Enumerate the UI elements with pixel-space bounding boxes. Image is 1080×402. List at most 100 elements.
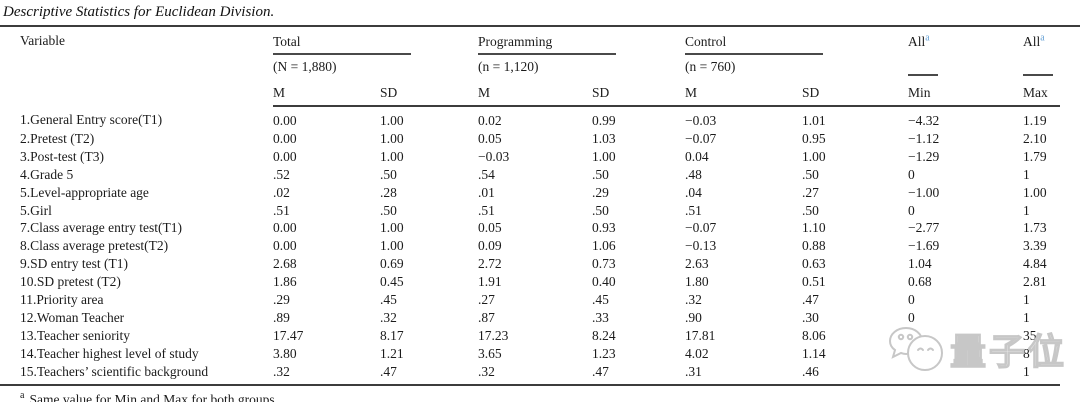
variable-cell: 13.Teacher seniority: [20, 327, 131, 343]
value-cell: .32: [273, 363, 290, 379]
group-header-all-max: Alla: [1023, 27, 1060, 79]
value-cell: 0.88: [802, 238, 826, 254]
col-header-ctrl-sd: SD: [802, 79, 908, 107]
value-cell: 0.00: [273, 238, 297, 254]
value-cell: 1.80: [685, 274, 709, 290]
value-cell: 1.00: [380, 130, 404, 146]
table-row: 15.Teachers’ scientific background .32 .…: [0, 363, 1060, 385]
chat-bubbles-logo-icon: [884, 324, 950, 381]
variable-cell: 5.Girl: [20, 202, 52, 218]
value-cell: 0.63: [802, 256, 826, 272]
value-cell: −1.29: [908, 148, 940, 164]
value-cell: 17.23: [478, 327, 509, 343]
value-cell: 0.99: [592, 113, 616, 128]
value-cell: .51: [685, 202, 702, 218]
value-cell: 0.00: [273, 113, 297, 128]
value-cell: .47: [802, 292, 819, 308]
group-rule: [685, 53, 823, 55]
value-cell: 0.00: [273, 130, 297, 146]
value-cell: −4.32: [908, 113, 940, 128]
value-cell: 8.24: [592, 327, 616, 343]
variable-cell: 9.SD entry test (T1): [20, 256, 128, 272]
value-cell: 1.00: [1023, 184, 1047, 200]
value-cell: .89: [273, 309, 290, 325]
group-label-programming: Programming: [478, 34, 553, 49]
value-cell: .04: [685, 184, 702, 200]
variable-cell: 7.Class average entry test(T1): [20, 220, 182, 236]
value-cell: 1.01: [802, 113, 826, 128]
table-row: 1.General Entry score(T1) 0.00 1.00 0.02…: [0, 106, 1060, 130]
table-row: 10.SD pretest (T2) 1.86 0.45 1.91 0.40 1…: [0, 273, 1060, 291]
group-sub-programming: (n = 1,120): [478, 59, 539, 74]
value-cell: 0.00: [273, 148, 297, 164]
value-cell: 8.06: [802, 327, 826, 343]
value-cell: 1.00: [380, 148, 404, 164]
table-row: 2.Pretest (T2) 0.00 1.00 0.05 1.03 −0.07…: [0, 130, 1060, 148]
group-header-programming: Programming (n = 1,120): [478, 27, 685, 79]
table-row: 14.Teacher highest level of study 3.80 1…: [0, 345, 1060, 363]
value-cell: .50: [802, 202, 819, 218]
variable-cell: 2.Pretest (T2): [20, 130, 95, 146]
footnote-text: Same value for Min and Max for both grou…: [29, 391, 279, 402]
group-label-control: Control: [685, 34, 727, 49]
value-cell: .30: [802, 309, 819, 325]
table-row: 3.Post-test (T3) 0.00 1.00 −0.03 1.00 0.…: [0, 148, 1060, 166]
value-cell: 1: [1023, 202, 1030, 218]
value-cell: .50: [380, 166, 397, 182]
value-cell: 35: [1023, 327, 1037, 343]
variable-cell: 12.Woman Teacher: [20, 309, 125, 325]
value-cell: 1.00: [380, 238, 404, 254]
value-cell: .48: [685, 166, 702, 182]
value-cell: 1.73: [1023, 220, 1047, 236]
value-cell: .27: [802, 184, 819, 200]
value-cell: 17.47: [273, 327, 304, 343]
group-sub-total: (N = 1,880): [273, 59, 337, 74]
group-rule-short: [908, 74, 938, 76]
value-cell: 2.72: [478, 256, 502, 272]
footnote-marker: a: [20, 390, 25, 402]
group-label-total: Total: [273, 34, 301, 49]
value-cell: .45: [380, 292, 397, 308]
value-cell: .87: [478, 309, 495, 325]
value-cell: 4.02: [685, 345, 709, 361]
value-cell: 1.23: [592, 345, 616, 361]
table-row: 8.Class average pretest(T2) 0.00 1.00 0.…: [0, 237, 1060, 255]
variable-cell: 8.Class average pretest(T2): [20, 238, 169, 254]
value-cell: .46: [802, 363, 819, 379]
value-cell: .28: [380, 184, 397, 200]
value-cell: 2.10: [1023, 130, 1047, 146]
value-cell: 0.09: [478, 238, 502, 254]
value-cell: 0.02: [478, 113, 502, 128]
table-footnote: a Same value for Min and Max for both gro…: [20, 390, 1080, 402]
variable-cell: 14.Teacher highest level of study: [20, 345, 199, 361]
value-cell: −0.13: [685, 238, 717, 254]
table-row: 5.Girl .51 .50 .51 .50 .51 .50 0 1: [0, 202, 1060, 220]
value-cell: 0.40: [592, 274, 616, 290]
value-cell: 17.81: [685, 327, 716, 343]
group-header-total: Total (N = 1,880): [273, 27, 478, 79]
value-cell: 1.21: [380, 345, 404, 361]
table-row: 12.Woman Teacher .89 .32 .87 .33 .90 .30…: [0, 309, 1060, 327]
footnote-marker: a: [925, 32, 930, 44]
value-cell: .27: [478, 292, 495, 308]
table-row: 7.Class average entry test(T1) 0.00 1.00…: [0, 219, 1060, 237]
table-header: Variable Total (N = 1,880) Programming (…: [0, 27, 1060, 107]
group-label-all-max: Alla: [1023, 32, 1045, 49]
value-cell: 2.81: [1023, 274, 1047, 290]
value-cell: −0.03: [685, 113, 717, 128]
table-row: 13.Teacher seniority 17.47 8.17 17.23 8.…: [0, 327, 1060, 345]
value-cell: .52: [273, 166, 290, 182]
value-cell: 0.45: [380, 274, 404, 290]
value-cell: .50: [380, 202, 397, 218]
value-cell: −0.03: [478, 148, 510, 164]
value-cell: 8.17: [380, 327, 404, 343]
value-cell: 0.95: [802, 130, 826, 146]
value-cell: 1.91: [478, 274, 502, 290]
value-cell: 0: [908, 309, 915, 325]
variable-column-header: Variable: [0, 27, 273, 106]
value-cell: −0.07: [685, 220, 717, 236]
value-cell: .32: [380, 309, 397, 325]
value-cell: .02: [273, 184, 290, 200]
value-cell: .32: [478, 363, 495, 379]
